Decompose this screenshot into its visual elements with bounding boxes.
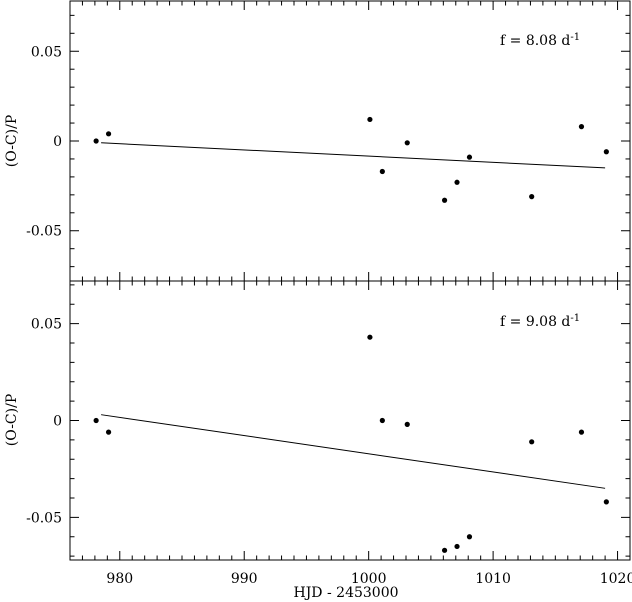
- bottom-x-tick-label: 1000: [351, 571, 387, 587]
- bottom-x-tick-label: 980: [106, 571, 133, 587]
- bottom-panel: 0.05 0 -0.05 980 990 1000 1010 1020: [26, 280, 632, 587]
- bottom-data-point: [93, 417, 99, 424]
- top-data-point: [379, 168, 385, 175]
- bottom-data-point: [379, 417, 385, 424]
- top-data-point: [367, 116, 373, 123]
- bottom-y-tick-label: 0: [53, 414, 62, 430]
- bottom-data-point: [454, 543, 460, 550]
- top-data-point: [466, 154, 473, 160]
- top-data-point: [93, 138, 99, 144]
- top-y-tick-label: 0.05: [31, 44, 62, 60]
- bottom-y-tick-label: -0.05: [26, 510, 62, 526]
- bottom-data-point: [367, 334, 373, 340]
- bottom-data-point: [603, 499, 609, 505]
- top-y-tick-label: -0.05: [26, 224, 62, 240]
- x-axis-label: HJD - 2453000: [293, 585, 398, 601]
- top-data-point: [578, 124, 585, 130]
- top-fit-line: [101, 142, 606, 169]
- bottom-data-point: [466, 534, 473, 540]
- bottom-data-point: [404, 421, 410, 427]
- bottom-y-axis-label: (O-C)/P: [4, 394, 20, 447]
- top-data-point: [404, 140, 410, 146]
- top-data-point: [454, 179, 460, 185]
- top-data-point: [441, 197, 448, 203]
- bottom-x-tick-label: 1020: [600, 571, 632, 587]
- bottom-data-point: [578, 429, 585, 435]
- bottom-x-tick-label: 1010: [475, 571, 511, 587]
- top-y-axis-label: (O-C)/P: [4, 115, 20, 168]
- top-data-point: [105, 131, 112, 137]
- bottom-x-tick-label: 990: [231, 571, 258, 587]
- top-y-tick-label: 0: [53, 134, 62, 150]
- bottom-data-point: [105, 429, 112, 435]
- bottom-fit-line: [101, 414, 606, 489]
- bottom-y-tick-label: 0.05: [31, 317, 62, 333]
- bottom-panel-annotation: f = 9.08 d-1: [500, 313, 580, 331]
- bottom-data-point: [529, 439, 535, 445]
- top-panel-annotation: f = 8.08 d-1: [500, 32, 580, 50]
- top-data-point: [603, 149, 609, 155]
- bottom-data-point: [441, 547, 448, 553]
- top-data-point: [529, 194, 535, 200]
